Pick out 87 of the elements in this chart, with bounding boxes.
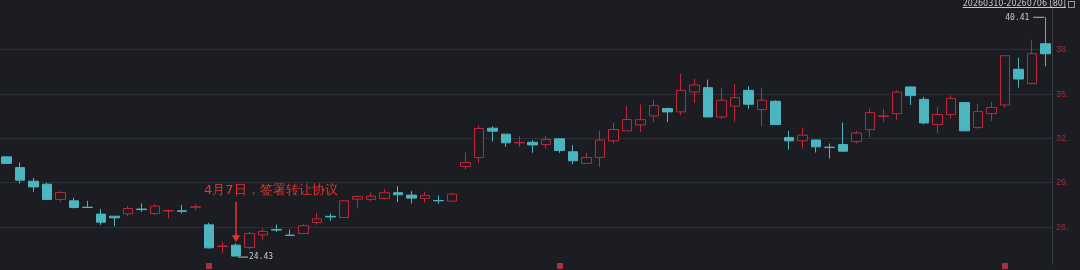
candlestick — [190, 203, 201, 211]
candlestick — [770, 99, 781, 126]
candlestick — [811, 139, 821, 154]
candlestick — [824, 143, 835, 159]
candlestick — [797, 127, 808, 149]
candlestick — [325, 212, 336, 222]
candlestick — [1013, 57, 1024, 89]
candlestick — [312, 212, 322, 226]
candlestick — [784, 130, 794, 151]
y-tick-label: 35. — [1056, 89, 1069, 100]
candlestick — [420, 191, 430, 204]
candlestick — [608, 122, 619, 145]
candlestick — [649, 99, 659, 123]
candlestick — [136, 202, 147, 213]
candlestick — [757, 87, 767, 127]
y-tick-label: 38. — [1056, 44, 1069, 55]
candlestick — [298, 223, 309, 235]
candlestick — [352, 194, 363, 210]
candlestick — [973, 103, 983, 130]
candlestick — [244, 231, 255, 251]
candlestick — [150, 203, 160, 216]
candlestick — [689, 78, 700, 104]
candlestick — [905, 85, 916, 106]
candlestick — [393, 185, 403, 203]
annotation: 40.41 — [1005, 12, 1030, 22]
candlestick — [258, 227, 268, 241]
candlestick — [177, 204, 187, 214]
candlestick — [703, 79, 713, 118]
candlestick — [1, 155, 12, 165]
candlestick — [878, 108, 889, 123]
candlestick — [514, 135, 525, 148]
y-tick-label: 29. — [1056, 177, 1069, 188]
candlestick — [568, 144, 578, 165]
candlestick — [285, 228, 295, 236]
candlestick — [838, 122, 848, 152]
candlestick — [96, 208, 106, 226]
candlestick — [231, 243, 241, 257]
candlestick — [946, 94, 956, 120]
candlestick — [123, 205, 133, 217]
candlestick — [581, 152, 592, 164]
candlestick — [919, 96, 929, 125]
annotation: 4月7日，签署转让协议 — [204, 181, 338, 199]
candlestick — [635, 104, 646, 133]
candlestick — [743, 85, 754, 110]
candlestick — [474, 125, 484, 164]
candlestick — [55, 190, 66, 203]
candlestick — [271, 224, 282, 233]
candlestick — [541, 135, 551, 149]
candlestick — [379, 188, 390, 200]
y-tick-label: 32. — [1056, 133, 1069, 144]
candlestick — [487, 125, 498, 142]
candlestick — [163, 210, 174, 219]
candlestick — [109, 215, 120, 227]
candlestick — [366, 192, 376, 202]
annotation: 24.43 — [249, 251, 274, 261]
y-tick-label: 26. — [1056, 222, 1069, 233]
candlestick — [1027, 39, 1037, 85]
candlestick — [82, 200, 93, 209]
candlestick — [69, 197, 79, 210]
candlestick — [959, 102, 970, 132]
candlestick — [662, 107, 673, 123]
candlestick — [676, 73, 686, 116]
candlestick — [851, 130, 862, 145]
candlestick — [433, 194, 444, 205]
candlestick — [28, 177, 39, 193]
candlestick — [339, 199, 349, 219]
candlestick — [501, 133, 511, 148]
candlestick — [1040, 16, 1051, 67]
candlestick — [15, 162, 25, 185]
annotation: 20260310-20260706 [80] — [962, 0, 1066, 8]
candlestick — [447, 192, 457, 202]
candlestick — [730, 83, 740, 123]
candlestick — [622, 105, 632, 132]
candlestick — [892, 89, 902, 121]
candlestick — [204, 222, 214, 249]
candlestick — [554, 138, 565, 154]
candlestick — [595, 130, 605, 168]
candlestick — [865, 108, 875, 138]
candlestick — [1000, 55, 1010, 109]
candlestick — [217, 241, 228, 254]
candlestick — [527, 139, 538, 154]
candlestick — [460, 152, 471, 171]
candlestick — [406, 190, 417, 204]
candlestick — [932, 106, 943, 134]
candlestick — [716, 87, 727, 120]
candlestick — [986, 101, 997, 122]
candlestick — [42, 182, 52, 201]
